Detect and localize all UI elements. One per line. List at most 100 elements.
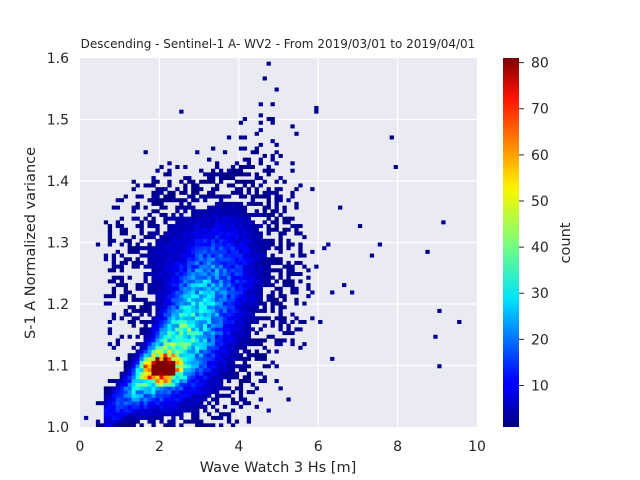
histogram-cell	[147, 386, 152, 391]
histogram-cell	[167, 356, 172, 361]
histogram-cell	[195, 360, 200, 365]
histogram-cell	[246, 301, 252, 306]
histogram-cell	[203, 404, 208, 409]
histogram-cell	[107, 386, 113, 391]
histogram-cell	[226, 279, 232, 284]
histogram-cell	[199, 238, 204, 243]
histogram-cell	[159, 275, 164, 280]
histogram-cell	[282, 216, 287, 221]
histogram-cell	[187, 345, 192, 350]
histogram-cell	[119, 316, 124, 321]
histogram-cell	[298, 260, 303, 265]
histogram-cell	[167, 246, 172, 251]
histogram-cell	[425, 249, 430, 254]
histogram-cell	[191, 249, 196, 254]
histogram-cell	[278, 338, 283, 343]
histogram-cell	[191, 412, 196, 417]
histogram-cell	[159, 301, 164, 306]
histogram-cell	[179, 356, 184, 361]
histogram-cell	[203, 301, 208, 306]
histogram-cell	[262, 375, 267, 380]
histogram-cell	[151, 367, 156, 372]
histogram-cell	[222, 264, 228, 269]
histogram-cell	[226, 135, 232, 140]
histogram-cell	[143, 272, 148, 277]
histogram-cell	[226, 379, 232, 384]
histogram-cell	[175, 386, 180, 391]
histogram-cell	[238, 135, 244, 140]
histogram-cell	[278, 153, 283, 158]
histogram-cell	[262, 260, 267, 265]
histogram-cell	[226, 272, 232, 277]
histogram-cell	[179, 364, 184, 369]
histogram-cell	[242, 249, 248, 254]
histogram-cell	[179, 201, 184, 206]
histogram-cell	[242, 194, 248, 199]
histogram-cell	[171, 279, 176, 284]
histogram-cell	[203, 209, 208, 214]
histogram-cell	[242, 305, 248, 310]
histogram-cell	[203, 397, 208, 402]
histogram-cell	[246, 179, 252, 184]
histogram-cell	[187, 367, 192, 372]
histogram-cell	[191, 272, 196, 277]
histogram-cell	[191, 319, 196, 324]
histogram-cell	[155, 294, 160, 299]
histogram-cell	[286, 323, 291, 328]
histogram-cell	[155, 349, 160, 354]
histogram-cell	[270, 268, 275, 273]
histogram-cell	[171, 246, 176, 251]
histogram-cell	[135, 412, 140, 417]
histogram-cell	[199, 260, 204, 265]
histogram-cell	[183, 408, 188, 413]
histogram-cell	[218, 319, 224, 324]
histogram-cell	[242, 308, 248, 313]
histogram-cell	[230, 168, 236, 173]
histogram-cell	[234, 205, 240, 210]
histogram-cell	[234, 231, 240, 236]
histogram-cell	[123, 294, 128, 299]
histogram-cell	[246, 190, 252, 195]
histogram-cell	[254, 386, 259, 391]
histogram-cell	[207, 290, 212, 295]
histogram-cell	[203, 264, 208, 269]
histogram-cell	[230, 190, 236, 195]
histogram-cell	[191, 183, 196, 188]
histogram-cell	[258, 308, 263, 313]
histogram-cell	[187, 386, 192, 391]
histogram-cell	[254, 235, 259, 240]
histogram-cell	[123, 382, 128, 387]
histogram-cell	[207, 231, 212, 236]
histogram-cell	[290, 319, 295, 324]
histogram-cell	[175, 286, 180, 291]
histogram-cell	[226, 412, 232, 417]
histogram-cell	[258, 297, 263, 302]
histogram-cell	[143, 301, 148, 306]
histogram-cell	[103, 257, 109, 262]
histogram-cell	[250, 382, 255, 387]
histogram-cell	[238, 275, 244, 280]
histogram-cell	[254, 319, 259, 324]
histogram-cell	[250, 272, 255, 277]
histogram-cell	[163, 379, 168, 384]
histogram-cell	[242, 224, 248, 229]
histogram-cell	[286, 220, 291, 225]
histogram-cell	[238, 404, 244, 409]
histogram-cell	[226, 334, 232, 339]
histogram-cell	[211, 415, 216, 420]
histogram-cell	[167, 275, 172, 280]
histogram-cell	[159, 342, 164, 347]
histogram-cell	[167, 408, 172, 413]
histogram-cell	[171, 257, 176, 262]
histogram-cell	[258, 176, 263, 181]
histogram-cell	[294, 260, 299, 265]
histogram-cell	[203, 235, 208, 240]
histogram-cell	[246, 415, 252, 420]
histogram-cell	[199, 305, 204, 310]
histogram-cell	[151, 323, 156, 328]
histogram-cell	[207, 331, 212, 336]
histogram-cell	[163, 249, 168, 254]
histogram-cell	[115, 356, 120, 361]
histogram-cell	[254, 297, 259, 302]
histogram-cell	[195, 338, 200, 343]
